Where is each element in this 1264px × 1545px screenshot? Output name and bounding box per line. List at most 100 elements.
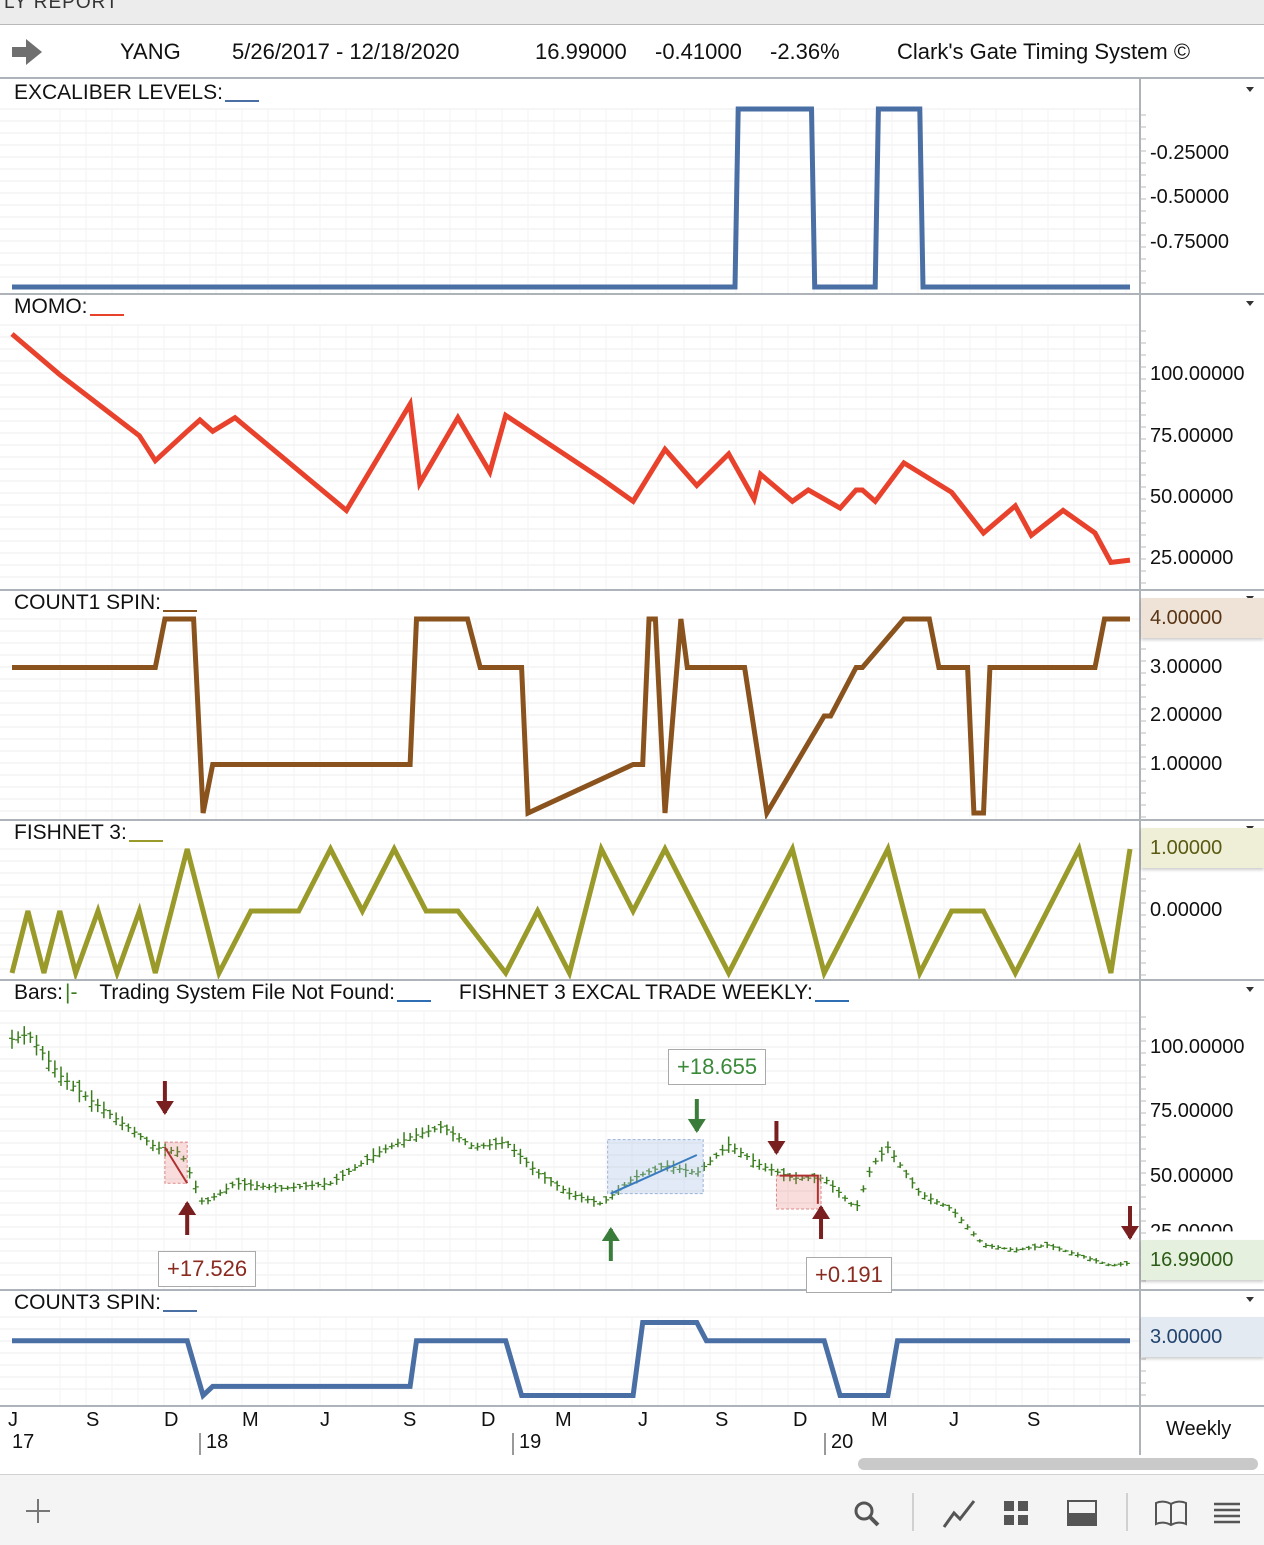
fishnet-title: FISHNET 3: — [14, 821, 127, 844]
x-tick-year: 18 — [206, 1431, 229, 1453]
price-bars-plot — [0, 981, 1146, 1289]
price-last-value: 16.99000 — [1141, 1240, 1264, 1280]
fishnet-panel: FISHNET 3: 1.00000 0.00000 — [0, 821, 1264, 981]
y-tick: 25.00000 — [1150, 547, 1234, 569]
trade-profit-label: +17.526 — [158, 1251, 257, 1287]
x-tick-month: M — [871, 1409, 888, 1431]
momo-line — [10, 332, 1131, 566]
panel-layout-icon[interactable] — [1066, 1499, 1098, 1527]
x-tick-month: J — [320, 1409, 330, 1431]
y-tick: -0.75000 — [1150, 231, 1229, 253]
price-change-pct: -2.36% — [770, 39, 840, 64]
system-name: Clark's Gate Timing System © — [897, 39, 1191, 64]
count3-legend-swatch — [163, 1308, 198, 1312]
excaliber-plot — [0, 79, 1146, 293]
x-tick-month: D — [793, 1409, 808, 1431]
count3-last-value: 3.00000 — [1141, 1317, 1264, 1357]
count1-legend-swatch — [163, 608, 198, 612]
sell-arrowhead — [155, 1101, 174, 1115]
x-tick-month: J — [638, 1409, 648, 1431]
momo-title: MOMO: — [14, 295, 88, 318]
fishnet-plot — [0, 821, 1146, 979]
line-chart-icon[interactable] — [942, 1497, 976, 1529]
bars-title: Bars: — [14, 981, 64, 1004]
panel-menu-icon[interactable] — [1246, 87, 1254, 92]
fishnet-trade-title: FISHNET 3 EXCAL TRADE WEEKLY: — [458, 981, 813, 1004]
x-tick-month: S — [715, 1409, 729, 1431]
y-tick: 100.00000 — [1150, 1036, 1245, 1058]
sell-arrowhead — [687, 1119, 706, 1133]
x-axis: J S D M J S D M J S D M J S 17 18 19 20 — [0, 1405, 1264, 1455]
y-tick: 50.00000 — [1150, 1165, 1234, 1187]
x-tick-month: J — [8, 1409, 18, 1431]
sell-arrowhead — [767, 1141, 786, 1155]
report-title: LY REPORT — [4, 0, 119, 13]
y-tick: 3.00000 — [1150, 656, 1223, 678]
menu-icon[interactable] — [1212, 1499, 1242, 1527]
toolbar-divider — [912, 1493, 914, 1531]
bottom-toolbar — [0, 1474, 1264, 1545]
count3-panel: COUNT3 SPIN: 3.00000 — [0, 1291, 1264, 1405]
count3-plot — [0, 1291, 1146, 1405]
count3-line — [12, 1320, 1130, 1401]
y-tick: 25.00000 — [1150, 1221, 1234, 1243]
y-tick: 75.00000 — [1150, 425, 1234, 447]
count3-title: COUNT3 SPIN: — [14, 1291, 162, 1314]
excaliber-line — [12, 106, 1130, 290]
book-icon[interactable] — [1154, 1499, 1188, 1527]
momo-plot — [0, 295, 1146, 589]
arrow-right-icon[interactable] — [12, 39, 42, 65]
count1-panel: COUNT1 SPIN: 4.00000 3.00000 2.00000 1.0… — [0, 591, 1264, 821]
x-tick-month: D — [164, 1409, 179, 1431]
buy-arrowhead — [178, 1201, 197, 1215]
period-selector[interactable]: Weekly — [1166, 1418, 1232, 1440]
y-tick: -0.50000 — [1150, 186, 1229, 208]
grid-layout-icon[interactable] — [1002, 1499, 1030, 1527]
excaliber-title: EXCALIBER LEVELS: — [14, 81, 223, 104]
trade-path — [610, 1154, 698, 1195]
trade-path — [164, 1146, 189, 1184]
y-tick: 0.00000 — [1150, 899, 1223, 921]
tsf-title: Trading System File Not Found: — [99, 981, 395, 1004]
buy-arrowhead — [812, 1205, 831, 1219]
fishnet-trade-legend-swatch — [814, 998, 849, 1002]
momo-legend-swatch — [89, 312, 124, 316]
add-icon[interactable] — [24, 1497, 52, 1525]
x-tick-month: S — [403, 1409, 417, 1431]
x-tick-year: 20 — [831, 1431, 854, 1453]
fishnet-last-value: 1.00000 — [1141, 828, 1264, 868]
toolbar-divider — [1126, 1493, 1128, 1531]
price-change: -0.41000 — [655, 39, 742, 64]
count1-last-value: 4.00000 — [1141, 598, 1264, 638]
date-range: 5/26/2017 - 12/18/2020 — [232, 39, 460, 64]
panel-menu-icon[interactable] — [1246, 301, 1254, 306]
trade-profit-label: +0.191 — [806, 1257, 892, 1293]
panel-menu-icon[interactable] — [1246, 987, 1254, 992]
trade-profit-label: +18.655 — [668, 1049, 767, 1085]
x-tick-month: S — [1027, 1409, 1041, 1431]
x-tick-month: M — [555, 1409, 572, 1431]
x-tick-year: 17 — [12, 1431, 35, 1453]
trade-box — [607, 1139, 704, 1195]
fishnet-legend-swatch — [128, 838, 163, 842]
count1-plot — [0, 591, 1146, 819]
excaliber-legend-swatch — [224, 98, 259, 102]
tsf-legend-swatch — [396, 998, 431, 1002]
chart-header: YANG 5/26/2017 - 12/18/2020 16.99000 -0.… — [0, 25, 1264, 79]
search-icon[interactable] — [852, 1499, 882, 1527]
count1-line — [12, 616, 1130, 819]
x-tick-year: 19 — [519, 1431, 542, 1453]
trade-path — [779, 1174, 819, 1204]
x-tick-month: S — [86, 1409, 100, 1431]
bars-panel: Bars:|- Trading System File Not Found: F… — [0, 981, 1264, 1293]
x-axis-ticks — [199, 1407, 1141, 1455]
y-tick: 50.00000 — [1150, 486, 1234, 508]
excaliber-panel: EXCALIBER LEVELS: -0.25000 -0.50000 -0.7… — [0, 79, 1264, 295]
count1-title: COUNT1 SPIN: — [14, 591, 162, 614]
horizontal-scrollbar[interactable] — [858, 1458, 1258, 1470]
x-tick-month: J — [949, 1409, 959, 1431]
sell-arrowhead — [1121, 1226, 1139, 1240]
last-price: 16.99000 — [535, 39, 627, 64]
panel-menu-icon[interactable] — [1246, 1297, 1254, 1302]
report-title-strip: LY REPORT — [0, 0, 1264, 25]
